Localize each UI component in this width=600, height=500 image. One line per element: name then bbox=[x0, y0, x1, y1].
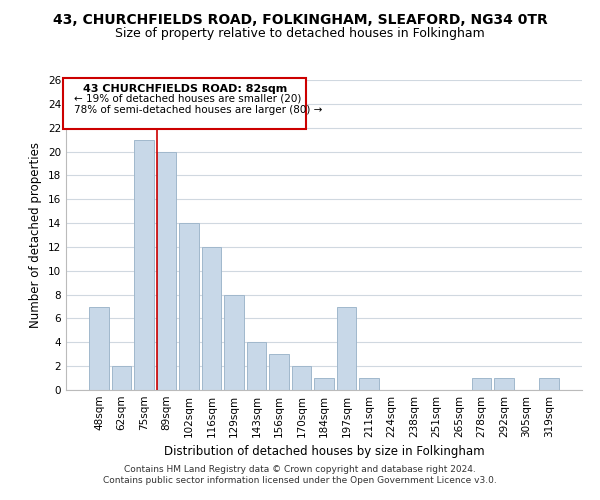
Text: Contains HM Land Registry data © Crown copyright and database right 2024.: Contains HM Land Registry data © Crown c… bbox=[124, 465, 476, 474]
Text: 43 CHURCHFIELDS ROAD: 82sqm: 43 CHURCHFIELDS ROAD: 82sqm bbox=[83, 84, 287, 94]
Bar bbox=[247, 342, 266, 390]
Bar bbox=[472, 378, 491, 390]
Bar bbox=[179, 223, 199, 390]
Bar bbox=[539, 378, 559, 390]
X-axis label: Distribution of detached houses by size in Folkingham: Distribution of detached houses by size … bbox=[164, 446, 484, 458]
Bar bbox=[157, 152, 176, 390]
Text: Contains public sector information licensed under the Open Government Licence v3: Contains public sector information licen… bbox=[103, 476, 497, 485]
Text: 78% of semi-detached houses are larger (80) →: 78% of semi-detached houses are larger (… bbox=[74, 105, 322, 115]
Text: ← 19% of detached houses are smaller (20): ← 19% of detached houses are smaller (20… bbox=[74, 94, 301, 104]
Text: 43, CHURCHFIELDS ROAD, FOLKINGHAM, SLEAFORD, NG34 0TR: 43, CHURCHFIELDS ROAD, FOLKINGHAM, SLEAF… bbox=[53, 12, 547, 26]
Bar bbox=[314, 378, 334, 390]
Bar bbox=[269, 354, 289, 390]
Bar bbox=[224, 294, 244, 390]
Text: Size of property relative to detached houses in Folkingham: Size of property relative to detached ho… bbox=[115, 28, 485, 40]
Bar bbox=[359, 378, 379, 390]
Bar bbox=[337, 306, 356, 390]
FancyBboxPatch shape bbox=[64, 78, 306, 129]
Bar bbox=[494, 378, 514, 390]
Bar bbox=[112, 366, 131, 390]
Y-axis label: Number of detached properties: Number of detached properties bbox=[29, 142, 43, 328]
Bar bbox=[89, 306, 109, 390]
Bar bbox=[202, 247, 221, 390]
Bar bbox=[292, 366, 311, 390]
Bar bbox=[134, 140, 154, 390]
